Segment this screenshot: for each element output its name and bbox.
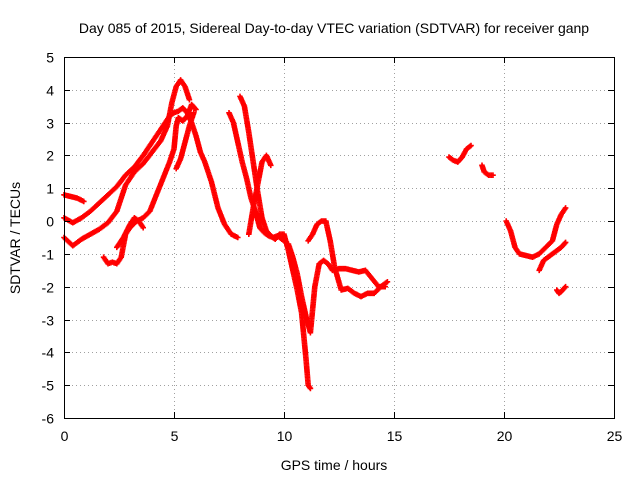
y-tick-label: -5 — [42, 378, 55, 394]
series-arc-6 — [173, 109, 197, 172]
x-tick-label: 25 — [607, 428, 623, 444]
series-arc-5 — [114, 215, 146, 251]
data-point — [562, 205, 569, 211]
x-tick-label: 15 — [387, 428, 403, 444]
series-arc-12 — [446, 142, 474, 165]
series-arc-13 — [479, 162, 496, 178]
y-tick-label: 3 — [46, 116, 54, 132]
series-arc-15 — [536, 239, 569, 274]
data-point — [384, 279, 391, 285]
axis-ticks: -6 -5 -4 -3 -2 -1 0 1 2 3 4 5 0 5 10 15 20 25 — [42, 50, 623, 445]
data-points — [61, 77, 569, 392]
series-arc-8 — [237, 93, 314, 392]
plot-frame — [64, 57, 615, 419]
series-arc-9 — [246, 152, 274, 238]
data-point — [235, 234, 241, 241]
data-point — [468, 142, 474, 149]
series-arc-11 — [305, 218, 391, 300]
series-arc-16 — [554, 283, 569, 297]
y-tick-label: -4 — [42, 345, 55, 361]
chart-title: Day 085 of 2015, Sidereal Day-to-day VTE… — [79, 20, 589, 36]
y-tick-label: -3 — [42, 313, 55, 329]
data-point — [268, 162, 274, 169]
x-axis-label: GPS time / hours — [281, 457, 388, 473]
y-tick-label: -2 — [42, 280, 55, 296]
series-arc-4 — [100, 101, 199, 267]
y-tick-label: -6 — [42, 411, 55, 427]
series-arc-14 — [503, 205, 569, 260]
x-tick-label: 0 — [61, 428, 69, 444]
data-point — [562, 239, 569, 246]
y-tick-label: 4 — [46, 83, 54, 99]
y-tick-label: 1 — [46, 181, 54, 197]
data-point — [562, 283, 569, 290]
data-point — [140, 224, 146, 231]
y-tick-label: -1 — [42, 247, 55, 263]
grid-lines — [64, 57, 614, 418]
series-arc-3 — [61, 77, 193, 249]
data-point — [561, 284, 568, 291]
data-point — [490, 172, 496, 178]
data-point — [186, 96, 193, 103]
x-tick-label: 10 — [277, 428, 293, 444]
y-axis-label: SDTVAR / TECUs — [7, 182, 23, 294]
data-point — [307, 385, 314, 392]
y-tick-label: 5 — [46, 50, 54, 66]
y-tick-label: 0 — [46, 214, 54, 230]
data-point — [193, 106, 199, 113]
x-tick-label: 20 — [497, 428, 513, 444]
data-point — [81, 198, 87, 205]
data-point — [561, 240, 568, 247]
data-point — [191, 109, 197, 116]
y-tick-label: 2 — [46, 148, 54, 164]
x-tick-label: 5 — [171, 428, 179, 444]
data-point — [192, 105, 198, 112]
